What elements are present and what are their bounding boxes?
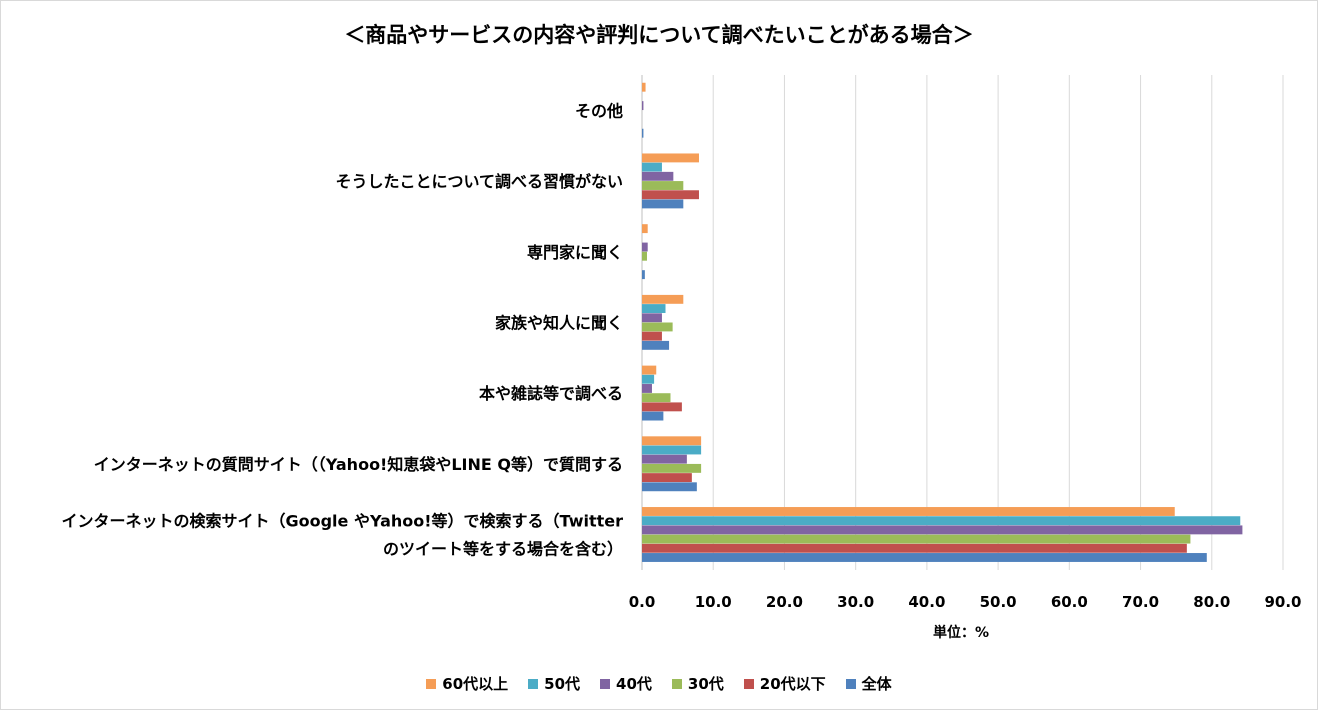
bar xyxy=(642,507,1175,516)
bar xyxy=(642,294,684,304)
legend-label: 30代 xyxy=(687,675,724,693)
x-tick-label: 30.0 xyxy=(837,593,874,611)
bar xyxy=(642,242,648,252)
bar xyxy=(642,463,702,473)
x-tick-label: 0.0 xyxy=(629,593,656,611)
legend-swatch xyxy=(528,678,539,689)
category-label: インターネットの検索サイト（Google やYahoo!等）で検索する（Twit… xyxy=(61,512,623,531)
bar xyxy=(642,304,666,313)
category-label: のツイート等をする場合を含む） xyxy=(383,540,623,559)
legend-label: 50代 xyxy=(544,675,581,693)
bar xyxy=(642,374,655,384)
bar xyxy=(642,534,1191,544)
bar xyxy=(642,190,699,200)
chart-title: ＜商品やサービスの内容や評判について調べたいことがある場合＞ xyxy=(344,23,974,47)
bar xyxy=(642,224,648,234)
bar xyxy=(642,516,1241,526)
category-label: 本や雑誌等で調べる xyxy=(479,384,623,403)
legend-label: 全体 xyxy=(861,675,892,693)
bar xyxy=(642,543,1187,553)
x-tick-label: 40.0 xyxy=(908,593,945,611)
category-label: 家族や知人に聞く xyxy=(495,314,623,333)
bar xyxy=(642,525,1243,535)
x-tick-label: 50.0 xyxy=(980,593,1017,611)
x-tick-label: 70.0 xyxy=(1122,593,1159,611)
category-label: そうしたことについて調べる習慣がない xyxy=(335,172,623,191)
bar xyxy=(642,251,647,261)
bar xyxy=(642,322,673,332)
category-label: その他 xyxy=(575,101,623,120)
bar xyxy=(642,393,671,403)
bar-chart: 0.0 10.0 20.0 30.0 40.0 50.0 60.0 70.0 80.0 90.0 単… xyxy=(61,75,1302,641)
legend-label: 60代以上 xyxy=(442,675,509,693)
legend-swatch xyxy=(600,678,611,689)
bar xyxy=(642,331,662,341)
legend-item: 20代以下 xyxy=(743,673,826,694)
legend-label: 20代以下 xyxy=(759,675,826,693)
x-axis-label: 単位：% xyxy=(933,624,989,641)
bar xyxy=(642,153,699,163)
bar xyxy=(642,436,702,446)
legend-item: 60代以上 xyxy=(426,673,508,694)
bar xyxy=(642,313,662,323)
chart-legend: 60代以上 50代 40代 30代 20代以下 全体 xyxy=(1,673,1317,694)
bar xyxy=(642,162,662,172)
bar xyxy=(642,82,646,92)
legend-item: 50代 xyxy=(528,673,580,694)
legend-item: 30代 xyxy=(671,673,724,694)
legend-item: 40代 xyxy=(600,673,652,694)
bar xyxy=(642,482,697,492)
bar xyxy=(642,340,670,350)
bar xyxy=(642,473,692,483)
x-tick-label: 90.0 xyxy=(1264,593,1301,611)
bar xyxy=(642,171,674,181)
bar xyxy=(642,384,652,393)
bar xyxy=(642,199,684,209)
legend-swatch xyxy=(845,678,856,689)
x-tick-label: 80.0 xyxy=(1193,593,1230,611)
x-tick-label: 10.0 xyxy=(695,593,732,611)
x-tick-label: 20.0 xyxy=(766,593,803,611)
category-label: 専門家に聞く xyxy=(527,243,623,262)
bar xyxy=(642,445,702,455)
bar xyxy=(642,402,682,412)
bar xyxy=(642,411,664,421)
legend-label: 40代 xyxy=(616,675,652,693)
x-tick-label: 60.0 xyxy=(1051,593,1088,611)
legend-swatch xyxy=(426,678,437,689)
legend-swatch xyxy=(743,678,754,689)
bar xyxy=(642,181,684,190)
bar xyxy=(642,128,644,138)
bar xyxy=(642,270,645,280)
category-label: インターネットの質問サイト（（Yahoo!知恵袋やLINE Q等）で質問する xyxy=(94,455,623,474)
legend-item: 全体 xyxy=(845,673,892,694)
bar xyxy=(642,454,687,464)
bar xyxy=(642,553,1207,562)
legend-swatch xyxy=(671,678,682,689)
bar xyxy=(642,365,657,375)
bar xyxy=(642,101,644,111)
